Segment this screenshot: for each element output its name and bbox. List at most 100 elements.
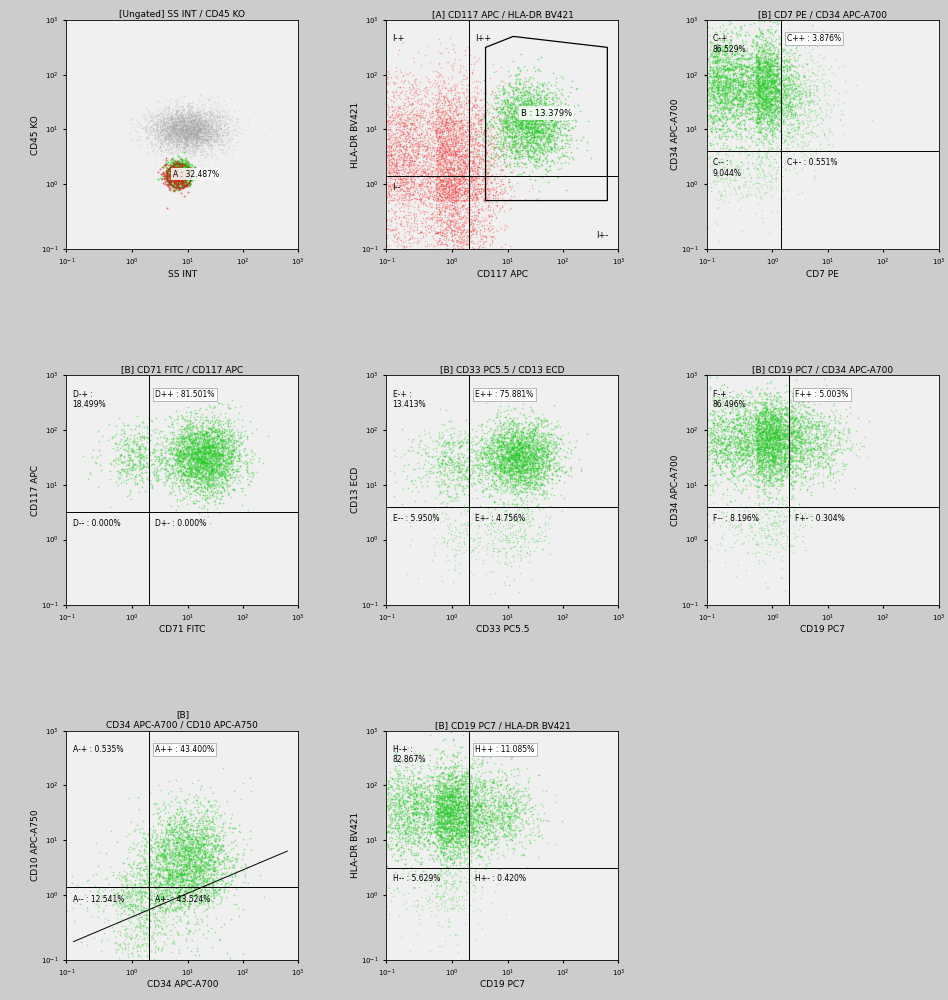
Point xyxy=(377,183,392,199)
Point xyxy=(379,824,394,840)
Point xyxy=(181,95,196,111)
Point xyxy=(381,245,396,261)
Point xyxy=(181,104,196,120)
Point xyxy=(454,829,469,845)
Point xyxy=(175,164,191,180)
Point xyxy=(449,119,465,135)
Point xyxy=(480,183,495,199)
Point xyxy=(741,448,757,464)
Point xyxy=(167,165,182,181)
Point xyxy=(516,121,531,137)
Point xyxy=(441,192,456,208)
Point xyxy=(216,468,231,484)
Point xyxy=(192,441,208,457)
Point xyxy=(775,419,791,435)
Point xyxy=(770,162,785,178)
Point xyxy=(770,55,785,71)
Point xyxy=(153,897,168,913)
Point xyxy=(762,503,777,519)
Point xyxy=(511,126,526,142)
Point xyxy=(177,861,192,877)
Point xyxy=(807,448,822,464)
Point xyxy=(380,823,395,839)
Point xyxy=(446,777,461,793)
Point xyxy=(465,827,481,843)
Point xyxy=(717,441,732,457)
Point xyxy=(697,76,712,92)
Point xyxy=(483,180,499,196)
Title: [B] CD7 PE / CD34 APC-A700: [B] CD7 PE / CD34 APC-A700 xyxy=(758,10,887,19)
Point xyxy=(496,78,511,94)
Point xyxy=(437,775,452,791)
Point xyxy=(187,856,202,872)
Point xyxy=(505,441,520,457)
Point xyxy=(398,213,413,229)
Point xyxy=(738,439,754,455)
Point xyxy=(508,68,523,84)
Point xyxy=(729,110,744,126)
Point xyxy=(700,74,715,90)
Point xyxy=(760,75,775,91)
Point xyxy=(429,464,445,480)
Point xyxy=(201,427,216,443)
Point xyxy=(506,464,521,480)
Point xyxy=(451,786,466,802)
Point xyxy=(495,800,510,816)
Point xyxy=(740,25,756,41)
Point xyxy=(515,469,530,485)
Point xyxy=(742,49,757,65)
Point xyxy=(169,801,184,817)
Point xyxy=(457,136,472,152)
Point xyxy=(782,413,797,429)
Point xyxy=(722,81,738,97)
Point xyxy=(203,125,218,141)
Point xyxy=(763,417,778,433)
Point xyxy=(814,449,830,465)
Point xyxy=(444,191,459,207)
Point xyxy=(244,442,259,458)
Point xyxy=(115,944,130,960)
Point xyxy=(470,197,485,213)
Point xyxy=(186,112,201,128)
Point xyxy=(407,132,422,148)
Point xyxy=(405,141,420,157)
Point xyxy=(114,869,129,885)
Point xyxy=(728,138,743,154)
Point xyxy=(163,122,178,138)
Point xyxy=(173,113,188,129)
Point xyxy=(391,842,406,858)
Point xyxy=(483,113,498,129)
Point xyxy=(749,544,764,560)
Point xyxy=(213,842,228,858)
Point xyxy=(696,428,711,444)
Point xyxy=(448,137,464,153)
Point xyxy=(795,442,811,458)
Point xyxy=(120,898,136,914)
Point xyxy=(524,428,539,444)
Point xyxy=(760,421,775,437)
Point xyxy=(439,174,454,190)
Point xyxy=(193,147,209,163)
Point xyxy=(447,185,463,201)
Point xyxy=(398,800,413,816)
Point xyxy=(457,168,472,184)
Point xyxy=(162,120,177,136)
Point xyxy=(148,944,163,960)
Point xyxy=(508,439,523,455)
Point xyxy=(756,445,771,461)
Point xyxy=(423,175,438,191)
Point xyxy=(164,465,179,481)
Point xyxy=(422,113,437,129)
Point xyxy=(434,133,449,149)
Point xyxy=(450,783,465,799)
Point xyxy=(192,107,208,123)
Point xyxy=(803,413,818,429)
Point xyxy=(465,145,480,161)
Point xyxy=(758,421,774,437)
Point xyxy=(199,446,214,462)
Point xyxy=(823,452,838,468)
Point xyxy=(180,95,195,111)
Point xyxy=(448,773,464,789)
Point xyxy=(763,75,778,91)
Point xyxy=(515,102,530,118)
